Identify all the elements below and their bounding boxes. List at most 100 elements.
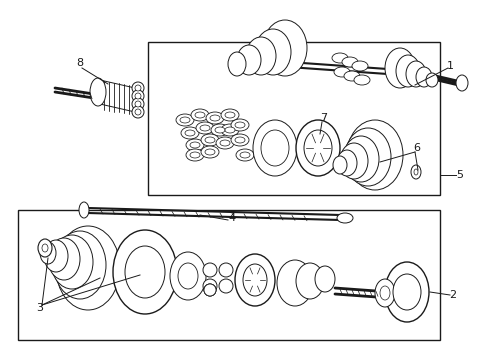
Ellipse shape [180,117,190,123]
Ellipse shape [252,120,296,176]
Ellipse shape [200,125,209,131]
Circle shape [203,284,216,296]
Ellipse shape [336,150,356,176]
Ellipse shape [195,112,204,118]
Ellipse shape [178,263,198,289]
Ellipse shape [235,122,244,128]
Ellipse shape [48,238,80,280]
Ellipse shape [314,266,334,292]
Ellipse shape [191,109,208,121]
Ellipse shape [405,61,425,87]
Ellipse shape [295,263,324,299]
Text: 7: 7 [320,113,327,123]
Text: 2: 2 [448,290,456,300]
Ellipse shape [221,124,239,136]
Ellipse shape [204,137,215,143]
Ellipse shape [216,137,234,149]
Ellipse shape [336,213,352,223]
Ellipse shape [220,140,229,146]
Polygon shape [18,210,439,340]
Ellipse shape [384,48,414,88]
Ellipse shape [40,242,56,264]
Ellipse shape [237,45,261,75]
Ellipse shape [333,67,349,77]
Ellipse shape [56,226,120,310]
Circle shape [132,106,143,118]
Ellipse shape [235,254,274,306]
Ellipse shape [245,37,275,75]
Ellipse shape [395,55,419,87]
Ellipse shape [201,146,219,158]
Ellipse shape [235,137,244,143]
Circle shape [132,82,143,94]
Circle shape [219,279,232,293]
Ellipse shape [190,142,200,148]
Ellipse shape [413,169,417,175]
Ellipse shape [343,71,359,81]
Ellipse shape [38,239,52,257]
Ellipse shape [342,136,378,182]
Ellipse shape [190,152,200,158]
Ellipse shape [374,279,394,307]
Ellipse shape [113,230,177,314]
Ellipse shape [304,130,331,166]
Ellipse shape [455,75,467,91]
Ellipse shape [181,127,199,139]
Circle shape [135,109,141,115]
Ellipse shape [331,53,347,63]
Circle shape [219,263,232,277]
Ellipse shape [415,67,431,87]
Ellipse shape [201,134,219,146]
Ellipse shape [332,156,346,174]
Polygon shape [100,80,135,112]
Ellipse shape [44,240,68,272]
Ellipse shape [125,246,164,298]
Ellipse shape [353,75,369,85]
Ellipse shape [410,165,420,179]
Ellipse shape [392,274,420,310]
Ellipse shape [341,57,357,67]
Circle shape [203,284,216,296]
Ellipse shape [261,130,288,166]
Ellipse shape [230,119,248,131]
Ellipse shape [240,152,249,158]
Ellipse shape [215,127,224,133]
Ellipse shape [263,20,306,76]
Ellipse shape [425,73,437,87]
Ellipse shape [210,124,228,136]
Ellipse shape [42,244,48,252]
Circle shape [132,98,143,110]
Ellipse shape [227,52,245,76]
Ellipse shape [90,78,106,106]
Ellipse shape [384,262,428,322]
Ellipse shape [224,112,235,118]
Ellipse shape [236,149,253,161]
Text: 6: 6 [413,143,420,153]
Ellipse shape [184,130,195,136]
Circle shape [135,93,141,99]
Ellipse shape [243,264,266,296]
Ellipse shape [221,109,239,121]
Ellipse shape [54,231,106,299]
Ellipse shape [224,127,235,133]
Ellipse shape [205,112,224,124]
Circle shape [135,85,141,91]
Text: 1: 1 [446,61,452,71]
Ellipse shape [185,139,203,151]
Text: 3: 3 [37,303,43,313]
Ellipse shape [230,134,248,146]
Ellipse shape [185,149,203,161]
Circle shape [132,90,143,102]
Ellipse shape [276,260,312,306]
Circle shape [203,263,217,277]
Ellipse shape [209,115,220,121]
Ellipse shape [79,202,89,218]
Circle shape [135,101,141,107]
Ellipse shape [351,61,367,71]
Circle shape [203,279,217,293]
Ellipse shape [254,29,290,75]
Text: 5: 5 [456,170,463,180]
Ellipse shape [379,286,389,300]
Ellipse shape [346,120,402,190]
Polygon shape [148,42,439,195]
